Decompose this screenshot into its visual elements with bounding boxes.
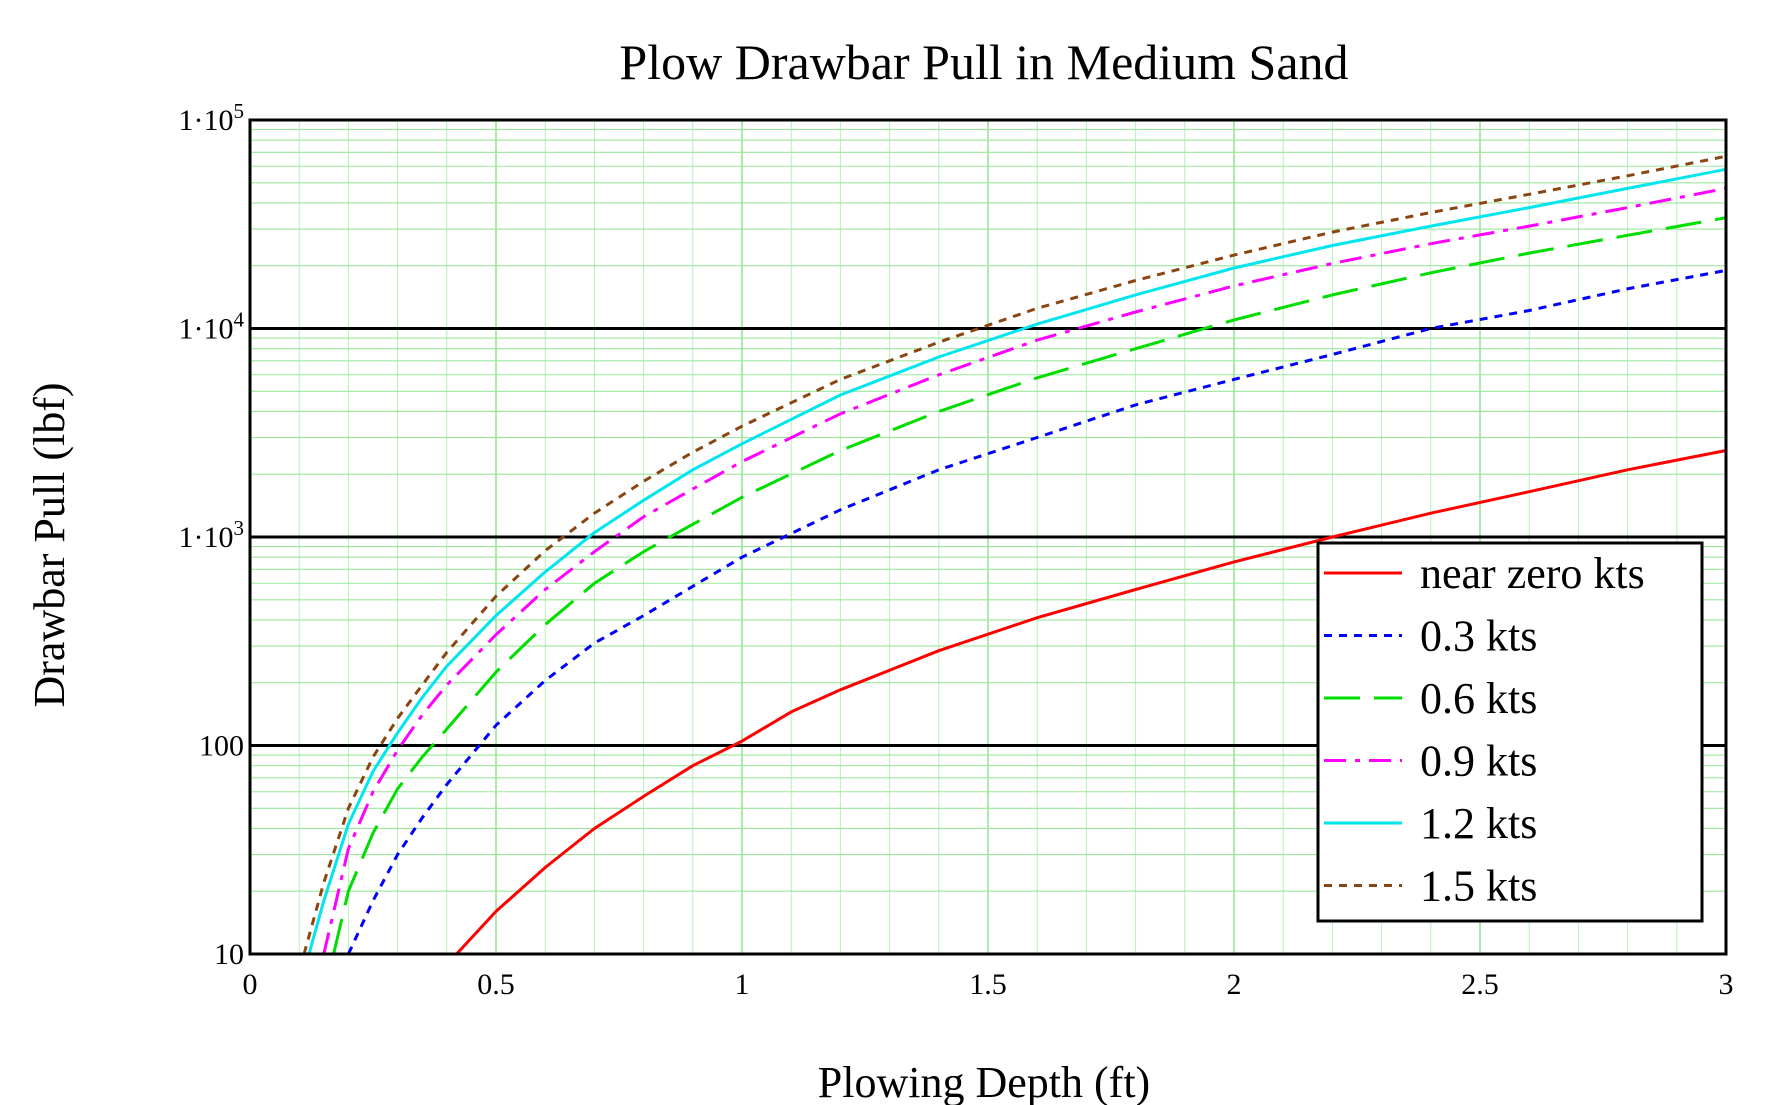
legend-label-1: near zero kts bbox=[1420, 549, 1645, 598]
x-tick-label: 1 bbox=[735, 968, 750, 1001]
x-tick-label: 3 bbox=[1719, 968, 1734, 1001]
x-tick-label: 0 bbox=[243, 968, 258, 1001]
y-tick-label: 10 bbox=[214, 938, 244, 971]
series-line-6 bbox=[302, 154, 1727, 955]
legend-label-5: 1.2 kts bbox=[1420, 799, 1537, 848]
legend-label-2: 0.3 kts bbox=[1420, 612, 1537, 661]
chart-title: Plow Drawbar Pull in Medium Sand bbox=[619, 34, 1348, 90]
x-axis-label: Plowing Depth (ft) bbox=[818, 1058, 1150, 1105]
series-layer bbox=[302, 154, 1727, 956]
series-line-5 bbox=[307, 167, 1727, 955]
y-tick-label: 1·105 bbox=[179, 99, 245, 137]
legend-label-6: 1.5 kts bbox=[1420, 862, 1537, 911]
y-tick-label: 1·103 bbox=[179, 516, 245, 554]
x-tick-label: 2.5 bbox=[1461, 968, 1499, 1001]
series-line-2 bbox=[347, 268, 1727, 955]
series-line-4 bbox=[322, 186, 1727, 955]
legend-box bbox=[1316, 541, 1704, 923]
x-tick-label: 1.5 bbox=[969, 968, 1007, 1001]
y-tick-label: 100 bbox=[199, 730, 244, 763]
plot-frame bbox=[248, 118, 1728, 956]
legend-label-3: 0.6 kts bbox=[1420, 674, 1537, 723]
legend-label-4: 0.9 kts bbox=[1420, 737, 1537, 786]
legend: near zero kts 0.3 kts 0.6 kts 0.9 kts 1.2 kt… bbox=[1316, 541, 1704, 923]
x-tick-label: 0.5 bbox=[477, 968, 515, 1001]
series-line-1 bbox=[455, 449, 1727, 956]
x-tick-label: 2 bbox=[1227, 968, 1242, 1001]
series-line-3 bbox=[332, 216, 1727, 955]
x-tick-labels: 0 0.5 1 1.5 2 2.5 3 bbox=[243, 968, 1734, 1001]
y-axis-label: Drawbar Pull (lbf) bbox=[25, 382, 74, 707]
